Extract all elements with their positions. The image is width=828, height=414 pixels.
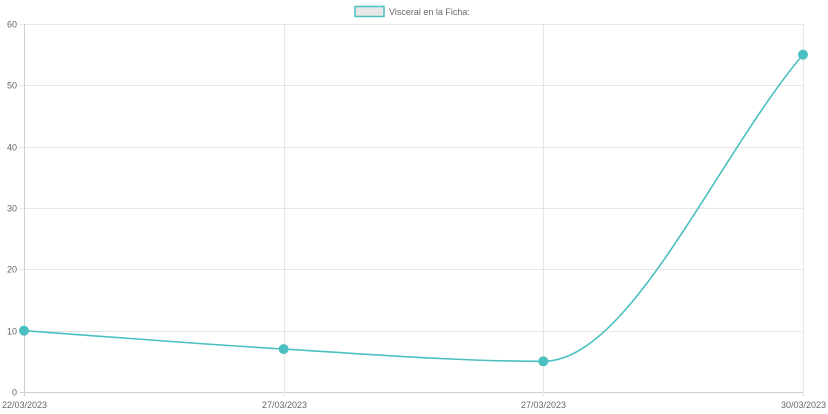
y-tick-label: 20 bbox=[7, 265, 17, 275]
legend-swatch bbox=[354, 5, 385, 18]
axes: 0 10 20 30 40 50 60 22/03/2023 27/03/2023 27/03/2… bbox=[2, 20, 826, 411]
x-tick-label: 22/03/2023 bbox=[2, 400, 47, 410]
y-tick-label: 30 bbox=[7, 204, 17, 214]
series-line bbox=[23, 54, 804, 363]
data-point bbox=[278, 344, 289, 355]
data-point bbox=[538, 356, 549, 367]
y-tick-label: 40 bbox=[7, 143, 17, 153]
y-tick-label: 60 bbox=[7, 20, 17, 30]
series bbox=[19, 49, 808, 367]
data-point bbox=[798, 49, 808, 60]
x-tick-label: 30/03/2023 bbox=[781, 400, 826, 410]
y-tick-label: 50 bbox=[7, 81, 17, 91]
y-tick-label: 0 bbox=[12, 388, 17, 398]
legend-label: Visceral en la Ficha: bbox=[389, 7, 470, 17]
grid bbox=[20, 24, 804, 396]
x-tick-label: 27/03/2023 bbox=[262, 400, 307, 410]
x-tick-label: 27/03/2023 bbox=[521, 400, 566, 410]
data-point bbox=[19, 325, 29, 336]
y-tick-label: 10 bbox=[7, 327, 17, 337]
legend[interactable]: Visceral en la Ficha: bbox=[354, 5, 470, 18]
